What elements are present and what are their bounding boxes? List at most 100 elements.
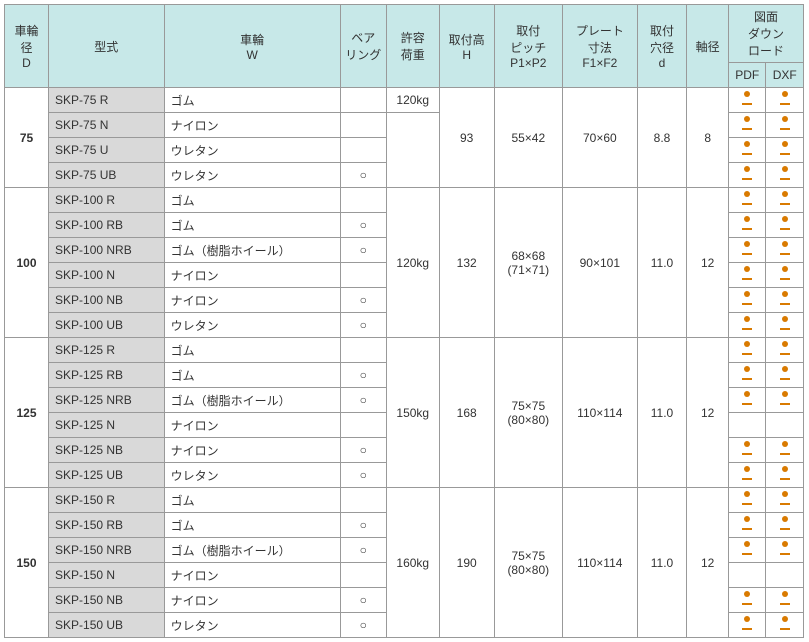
dxf-link-cell <box>766 163 804 188</box>
download-icon <box>742 93 752 105</box>
cell-wheel: ゴム <box>164 513 340 538</box>
pdf-link-cell <box>729 413 766 438</box>
table-row: 125SKP-125 Rゴム150kg16875×75(80×80)110×11… <box>5 338 804 363</box>
pdf-link[interactable] <box>742 494 752 508</box>
dxf-link[interactable] <box>780 369 790 383</box>
cell-bearing: ○ <box>340 163 386 188</box>
header-download: 図面ダウンロード <box>729 5 804 63</box>
pdf-link[interactable] <box>742 344 752 358</box>
pdf-link[interactable] <box>742 219 752 233</box>
header-pdf: PDF <box>729 63 766 88</box>
pdf-link-cell <box>729 263 766 288</box>
dxf-link-cell <box>766 113 804 138</box>
cell-model: SKP-125 R <box>49 338 165 363</box>
dxf-link[interactable] <box>780 594 790 608</box>
pdf-link-cell <box>729 488 766 513</box>
download-icon <box>742 268 752 280</box>
dxf-link[interactable] <box>780 194 790 208</box>
header-load: 許容荷重 <box>386 5 439 88</box>
cell-model: SKP-125 UB <box>49 463 165 488</box>
download-icon <box>742 393 752 405</box>
dxf-link[interactable] <box>780 344 790 358</box>
dxf-link[interactable] <box>780 119 790 133</box>
dxf-link[interactable] <box>780 619 790 633</box>
download-icon <box>742 168 752 180</box>
pdf-link[interactable] <box>742 144 752 158</box>
pdf-link[interactable] <box>742 319 752 333</box>
dxf-link[interactable] <box>780 94 790 108</box>
dxf-link-cell <box>766 388 804 413</box>
cell-wheel: ナイロン <box>164 113 340 138</box>
pdf-link[interactable] <box>742 544 752 558</box>
header-dxf: DXF <box>766 63 804 88</box>
cell-bearing <box>340 113 386 138</box>
header-bearing: ベアリング <box>340 5 386 88</box>
pdf-link[interactable] <box>742 194 752 208</box>
cell-wheel: ナイロン <box>164 588 340 613</box>
cell-wheel: ウレタン <box>164 138 340 163</box>
cell-wheel: ゴム <box>164 488 340 513</box>
table-row: 150SKP-150 Rゴム160kg19075×75(80×80)110×11… <box>5 488 804 513</box>
pdf-link[interactable] <box>742 269 752 283</box>
cell-load: 120kg <box>386 188 439 338</box>
dxf-link[interactable] <box>780 294 790 308</box>
pdf-link[interactable] <box>742 119 752 133</box>
pdf-link-cell <box>729 563 766 588</box>
download-icon <box>742 468 752 480</box>
cell-shaft: 12 <box>687 188 729 338</box>
pdf-link[interactable] <box>742 444 752 458</box>
dxf-link[interactable] <box>780 144 790 158</box>
dxf-link[interactable] <box>780 269 790 283</box>
dxf-link[interactable] <box>780 394 790 408</box>
download-icon <box>780 93 790 105</box>
pdf-link-cell <box>729 538 766 563</box>
cell-bearing: ○ <box>340 513 386 538</box>
pdf-link[interactable] <box>742 169 752 183</box>
pdf-link[interactable] <box>742 469 752 483</box>
cell-bearing: ○ <box>340 538 386 563</box>
pdf-link[interactable] <box>742 619 752 633</box>
dxf-link-cell <box>766 438 804 463</box>
table-row: 100SKP-100 Rゴム120kg13268×68(71×71)90×101… <box>5 188 804 213</box>
dxf-link[interactable] <box>780 244 790 258</box>
pdf-link[interactable] <box>742 94 752 108</box>
cell-wheel: ウレタン <box>164 613 340 638</box>
cell-height: 132 <box>439 188 494 338</box>
dxf-link[interactable] <box>780 444 790 458</box>
pdf-link[interactable] <box>742 294 752 308</box>
table-header: 車輪径D 型式 車輪W ベアリング 許容荷重 取付高H 取付ピッチP1×P2 プ… <box>5 5 804 88</box>
cell-bearing: ○ <box>340 388 386 413</box>
download-icon <box>780 143 790 155</box>
dxf-link[interactable] <box>780 169 790 183</box>
dxf-link-cell <box>766 213 804 238</box>
dxf-link[interactable] <box>780 219 790 233</box>
pdf-link[interactable] <box>742 519 752 533</box>
dxf-link-cell <box>766 563 804 588</box>
dxf-link[interactable] <box>780 494 790 508</box>
cell-wheel: ゴム <box>164 188 340 213</box>
cell-wheel: ゴム <box>164 213 340 238</box>
download-icon <box>742 118 752 130</box>
cell-bearing: ○ <box>340 313 386 338</box>
pdf-link[interactable] <box>742 369 752 383</box>
header-hole: 取付穴径d <box>637 5 687 88</box>
download-icon <box>780 168 790 180</box>
pdf-link-cell <box>729 238 766 263</box>
header-wheel: 車輪W <box>164 5 340 88</box>
dxf-link[interactable] <box>780 544 790 558</box>
pdf-link[interactable] <box>742 594 752 608</box>
dxf-link[interactable] <box>780 519 790 533</box>
dxf-link[interactable] <box>780 469 790 483</box>
table-body: 75SKP-75 Rゴム120kg9355×4270×608.88SKP-75 … <box>5 88 804 638</box>
download-icon <box>742 293 752 305</box>
cell-load: 150kg <box>386 338 439 488</box>
cell-bearing <box>340 138 386 163</box>
download-icon <box>742 543 752 555</box>
cell-bearing: ○ <box>340 438 386 463</box>
cell-pitch: 55×42 <box>494 88 562 188</box>
pdf-link[interactable] <box>742 244 752 258</box>
dxf-link[interactable] <box>780 319 790 333</box>
cell-bearing <box>340 338 386 363</box>
pdf-link[interactable] <box>742 394 752 408</box>
cell-wheel: ナイロン <box>164 438 340 463</box>
